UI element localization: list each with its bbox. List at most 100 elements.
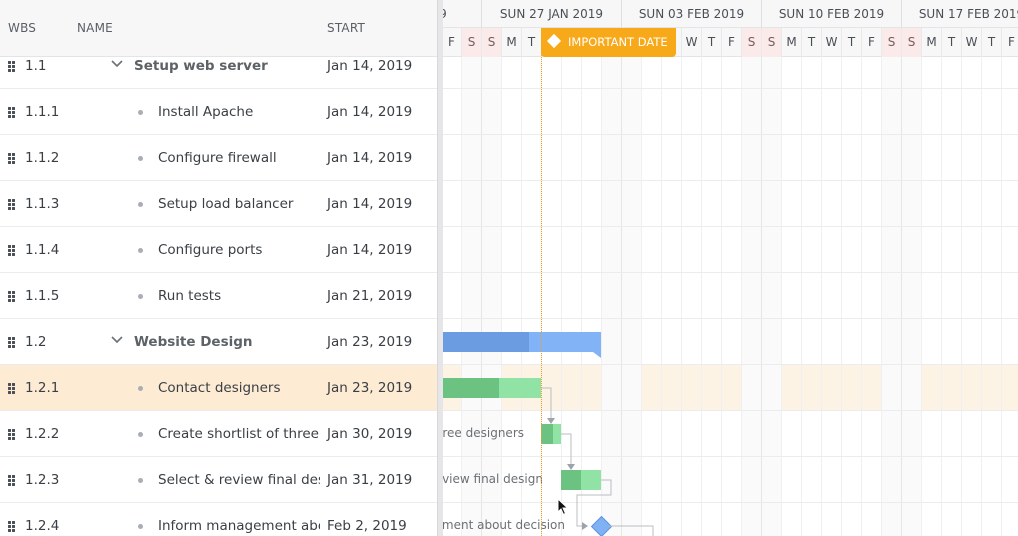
week-header-label: SUN 17 FEB 2019 bbox=[918, 7, 1018, 21]
start-date-cell: Jan 14, 2019 bbox=[327, 58, 413, 74]
task-bar-create-shortlist[interactable] bbox=[541, 424, 561, 444]
important-date-label: IMPORTANT DATE bbox=[568, 35, 668, 49]
weekend-column bbox=[481, 57, 501, 536]
day-gridline bbox=[561, 57, 562, 536]
day-gridline bbox=[501, 57, 502, 536]
day-gridline bbox=[881, 57, 882, 536]
start-date-cell: Jan 23, 2019 bbox=[327, 334, 413, 350]
start-date-cell: Jan 30, 2019 bbox=[327, 426, 413, 442]
day-header-cell: T bbox=[701, 28, 721, 57]
day-gridline bbox=[861, 57, 862, 536]
start-date-cell: Feb 2, 2019 bbox=[327, 518, 407, 534]
column-header-name[interactable]: NAME bbox=[77, 21, 113, 35]
start-date-cell: Jan 21, 2019 bbox=[327, 288, 413, 304]
drag-handle-icon[interactable] bbox=[8, 199, 16, 210]
task-bar-label: review final design bbox=[443, 472, 543, 486]
column-header-start[interactable]: START bbox=[327, 21, 366, 35]
column-header-wbs[interactable]: WBS bbox=[8, 21, 37, 35]
day-header-cell: M bbox=[921, 28, 941, 57]
day-header-cell: F bbox=[861, 28, 881, 57]
important-date-flag[interactable]: IMPORTANT DATE bbox=[541, 28, 676, 57]
drag-handle-icon[interactable] bbox=[8, 521, 16, 532]
task-row[interactable]: 1.2 Website Design Jan 23, 2019 bbox=[0, 319, 437, 365]
task-row[interactable]: 1.1 Setup web server Jan 14, 2019 bbox=[0, 43, 437, 89]
day-gridline bbox=[941, 57, 942, 536]
important-date-line bbox=[541, 28, 542, 536]
day-gridline bbox=[781, 57, 782, 536]
day-gridline bbox=[581, 57, 582, 536]
day-header-cell: M bbox=[781, 28, 801, 57]
row-gridline bbox=[443, 180, 1018, 181]
day-header-row: FSSMTWTFSSMTWTFSSMTWTFSSMTWTF bbox=[443, 28, 1018, 57]
task-row[interactable]: 1.1.4 Configure ports Jan 14, 2019 bbox=[0, 227, 437, 273]
drag-handle-icon[interactable] bbox=[8, 107, 16, 118]
day-gridline bbox=[981, 57, 982, 536]
row-gridline bbox=[443, 88, 1018, 89]
day-gridline bbox=[681, 57, 682, 536]
task-bar-select-review-progress bbox=[561, 470, 581, 490]
name-cell: Select & review final design bbox=[158, 472, 320, 488]
week-header-cell: SUN 10 FEB 2019 bbox=[761, 0, 901, 28]
name-cell: Website Design bbox=[134, 334, 253, 350]
drag-handle-icon[interactable] bbox=[8, 245, 16, 256]
day-gridline bbox=[761, 57, 762, 536]
leaf-dot-icon bbox=[138, 386, 143, 391]
day-header-cell: S bbox=[761, 28, 781, 57]
task-bar-contact-designers[interactable] bbox=[443, 378, 541, 398]
day-gridline bbox=[921, 57, 922, 536]
grid-header: WBS NAME START bbox=[0, 0, 437, 57]
day-header-cell: T bbox=[801, 28, 821, 57]
task-row[interactable]: 1.1.2 Configure firewall Jan 14, 2019 bbox=[0, 135, 437, 181]
task-row[interactable]: 1.1.1 Install Apache Jan 14, 2019 bbox=[0, 89, 437, 135]
task-row[interactable]: 1.1.3 Setup load balancer Jan 14, 2019 bbox=[0, 181, 437, 227]
chevron-down-icon[interactable] bbox=[111, 336, 123, 344]
wbs-cell: 1.1.3 bbox=[25, 196, 60, 212]
week-header-cell: SUN 27 JAN 2019 bbox=[481, 0, 621, 28]
weekend-column bbox=[621, 57, 641, 536]
day-gridline bbox=[661, 57, 662, 536]
splitter-handle[interactable] bbox=[437, 0, 443, 536]
day-header-cell: T bbox=[521, 28, 541, 57]
day-header-cell: M bbox=[501, 28, 521, 57]
day-gridline bbox=[801, 57, 802, 536]
leaf-dot-icon bbox=[138, 432, 143, 437]
start-date-cell: Jan 14, 2019 bbox=[327, 196, 413, 212]
drag-handle-icon[interactable] bbox=[8, 475, 16, 486]
drag-handle-icon[interactable] bbox=[8, 383, 16, 394]
row-gridline bbox=[443, 410, 1018, 411]
wbs-cell: 1.1.5 bbox=[25, 288, 60, 304]
week-header-label: SUN 27 JAN 2019 bbox=[499, 7, 604, 21]
row-gridline bbox=[443, 226, 1018, 227]
drag-handle-icon[interactable] bbox=[8, 61, 16, 72]
name-cell: Contact designers bbox=[158, 380, 281, 396]
day-gridline bbox=[721, 57, 722, 536]
weekend-column bbox=[601, 57, 621, 536]
task-row[interactable]: 1.1.5 Run tests Jan 21, 2019 bbox=[0, 273, 437, 319]
task-row[interactable]: 1.2.2 Create shortlist of three designers… bbox=[0, 411, 437, 457]
leaf-dot-icon bbox=[138, 478, 143, 483]
summary-bar-website-design[interactable] bbox=[443, 332, 601, 358]
day-gridline bbox=[521, 57, 522, 536]
task-row[interactable]: 1.2.1 Contact designers Jan 23, 2019 bbox=[0, 365, 437, 411]
drag-handle-icon[interactable] bbox=[8, 429, 16, 440]
task-row[interactable]: 1.2.4 Inform management about decision Feb… bbox=[0, 503, 437, 536]
task-bar-select-review[interactable] bbox=[561, 470, 601, 490]
row-gridline bbox=[443, 272, 1018, 273]
wbs-cell: 1.2 bbox=[25, 334, 47, 350]
chevron-down-icon[interactable] bbox=[111, 60, 123, 68]
day-gridline bbox=[641, 57, 642, 536]
weekend-column bbox=[461, 57, 481, 536]
drag-handle-icon[interactable] bbox=[8, 291, 16, 302]
schedule-body: three designers review final design agemen… bbox=[443, 57, 1018, 536]
day-gridline bbox=[1001, 57, 1002, 536]
week-header-cell: SUN 17 FEB 2019 bbox=[901, 0, 1018, 28]
start-date-cell: Jan 14, 2019 bbox=[327, 150, 413, 166]
leaf-dot-icon bbox=[138, 248, 143, 253]
start-date-cell: Jan 14, 2019 bbox=[327, 104, 413, 120]
drag-handle-icon[interactable] bbox=[8, 337, 16, 348]
drag-handle-icon[interactable] bbox=[8, 153, 16, 164]
task-row[interactable]: 1.2.3 Select & review final design Jan 31,… bbox=[0, 457, 437, 503]
leaf-dot-icon bbox=[138, 110, 143, 115]
day-header-cell: T bbox=[841, 28, 861, 57]
